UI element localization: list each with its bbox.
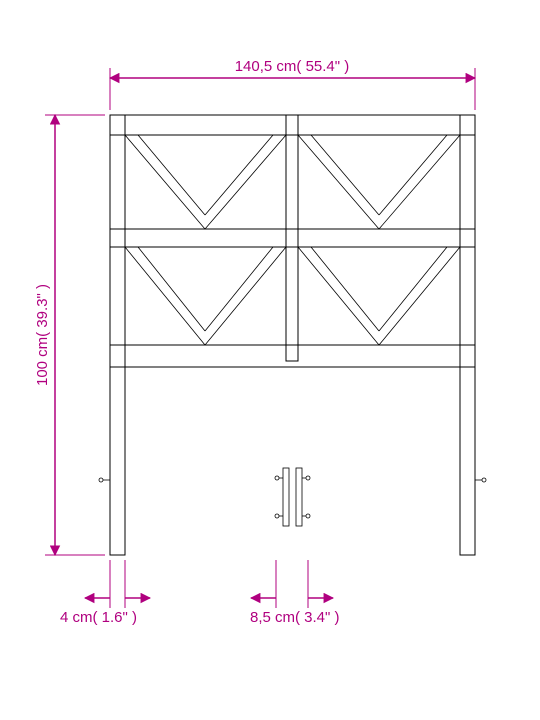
technical-drawing: 140,5 cm( 55.4" ) 100 cm( 39.3" ) 4 cm( … bbox=[0, 0, 540, 720]
dimension-height bbox=[45, 115, 105, 555]
dimension-gap-label: 8,5 cm( 3.4" ) bbox=[250, 609, 340, 626]
dimension-height-label: 100 cm( 39.3" ) bbox=[34, 284, 51, 386]
dimension-gap bbox=[251, 560, 333, 608]
dimension-depth-label: 4 cm( 1.6" ) bbox=[60, 609, 137, 626]
diagram-container: 140,5 cm( 55.4" ) 100 cm( 39.3" ) 4 cm( … bbox=[0, 0, 540, 720]
dimension-width-label: 140,5 cm( 55.4" ) bbox=[235, 58, 350, 75]
headboard-drawing bbox=[99, 115, 486, 555]
dimension-depth bbox=[85, 560, 150, 608]
